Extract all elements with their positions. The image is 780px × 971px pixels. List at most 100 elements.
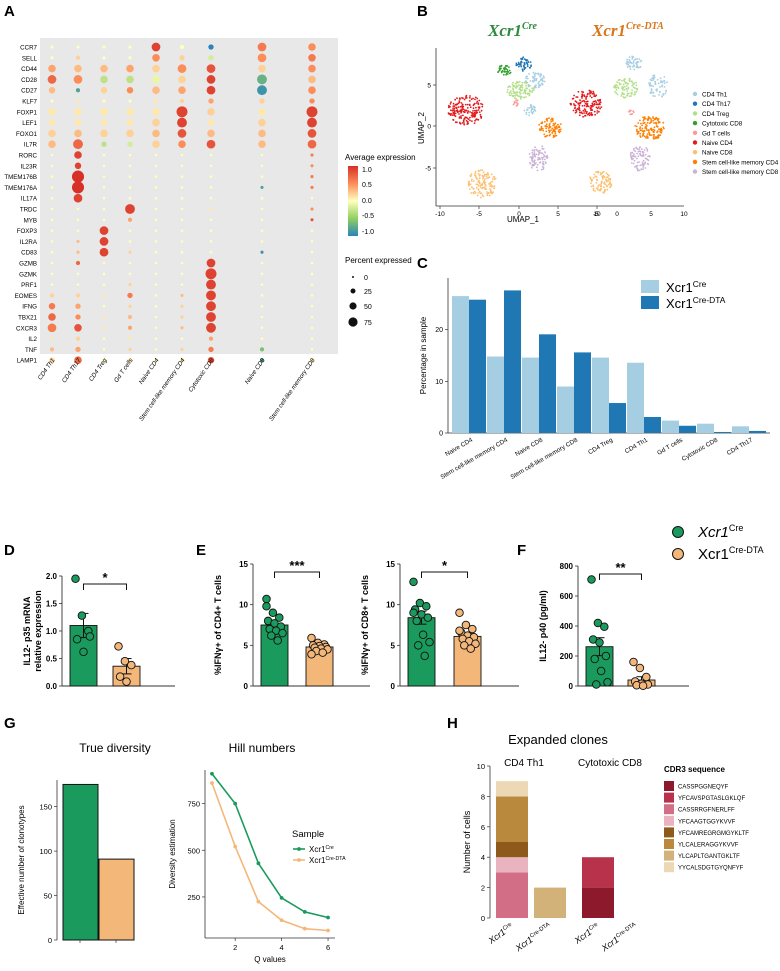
umap-cell [577,90,580,93]
umap-cell [525,77,527,80]
dotplot-dot [48,129,56,138]
umap-cell [588,114,591,117]
umap-cell [530,166,533,169]
umap-cell [646,135,649,138]
umap-cell [506,73,509,75]
umap-cell [591,114,593,117]
umap-cell [526,81,529,84]
umap-cell [644,161,647,164]
umap-cell [474,119,476,122]
data-point [77,611,87,620]
umap-cell [579,111,581,114]
umap-cell [462,97,464,100]
dotplot-dot [154,196,158,200]
umap-cell [515,86,518,89]
umap-cell [492,191,494,194]
umap-cell [588,112,590,115]
dotplot-dot [310,326,314,330]
dotplot-dot [128,175,132,178]
umap-cell [593,173,596,176]
dotplot-dot [128,99,132,103]
dotplot-dot [74,119,82,126]
gene-label: CD27 [21,88,37,95]
h-legend-title: CDR3 sequence [664,765,725,774]
umap-cell [468,182,470,185]
data-point [592,680,601,689]
umap-cell [545,123,548,126]
umap-legend-label: Naive CD4 [702,140,733,147]
umap-cell [578,114,581,117]
dotplot-dot [126,64,134,73]
dotplot-dot [180,304,184,308]
umap-cell [633,159,636,162]
umap-cell [520,57,522,60]
umap-cell [542,75,545,78]
dotplot-dot [260,164,264,168]
panel-label-e: E [196,542,206,559]
umap-cell [643,122,646,124]
cluster-label: CD4 Treg [88,357,109,383]
umap-cell [655,116,658,119]
umap-cell [574,104,577,107]
umap-cell [538,84,541,86]
umap-cell [525,113,528,115]
h-bar-segment [496,781,528,797]
dotplot-dot [154,304,158,308]
umap-cell [477,192,480,194]
umap-cell [454,121,457,124]
umap-cell [639,127,641,130]
umap-cell [479,186,482,189]
h-legend-label: YFCAVSPGTASLGKLQF [678,796,745,802]
umap-cell [542,129,545,132]
umap-cell [603,192,605,194]
hill-xtick-label: 4 [280,943,284,952]
dotplot-dot [180,250,184,254]
data-point [629,657,638,667]
umap-cell [642,119,645,122]
dotplot-dot [178,86,186,94]
umap-cell [544,135,546,138]
dotplot-dot [177,117,187,128]
dotplot-dot [154,294,158,297]
umap-cell [636,64,639,67]
umap-cell [529,162,532,165]
umap-cell [459,109,462,112]
umap-cell [639,126,642,128]
data-point [79,647,88,657]
gene-label: FOXP3 [17,228,38,235]
umap-cell [477,188,480,191]
umap-cell [599,107,601,110]
umap-cell [633,91,636,94]
umap-cell [603,176,606,179]
h-legend-label: YYCALSDGTGYQNFYF [678,866,744,872]
umap-cell [545,155,547,158]
data-point [455,608,464,618]
umap-cell [623,85,626,88]
umap-cell [550,120,552,123]
dotplot-dot [180,337,184,340]
umap-cell [650,134,653,137]
dotplot-dot [310,164,314,168]
umap-cell [654,80,656,83]
h-xtick-label: Xcr1Cre-DTA [513,921,553,953]
umap-cell [542,156,545,159]
data-point [466,644,475,653]
umap-cell [516,91,519,94]
data-point [115,672,125,681]
dotplot-dot [260,196,264,200]
umap-cell [608,174,610,177]
umap-cell [536,150,539,152]
c-category-label: Stem cell-like memory CD8 [509,436,579,480]
gene-label: EOMES [15,293,37,300]
dotplot-dot [206,139,216,149]
umap-cell [518,80,521,83]
dotplot-dot [75,314,81,320]
umap-cell [522,92,525,94]
cluster-label: Naive CD8 [244,357,267,386]
umap-cell [621,93,623,96]
umap-cell [628,65,631,68]
umap-cell [639,154,642,157]
umap-cell [473,103,475,106]
umap-cell [542,153,545,156]
dotplot-dot [47,323,57,333]
